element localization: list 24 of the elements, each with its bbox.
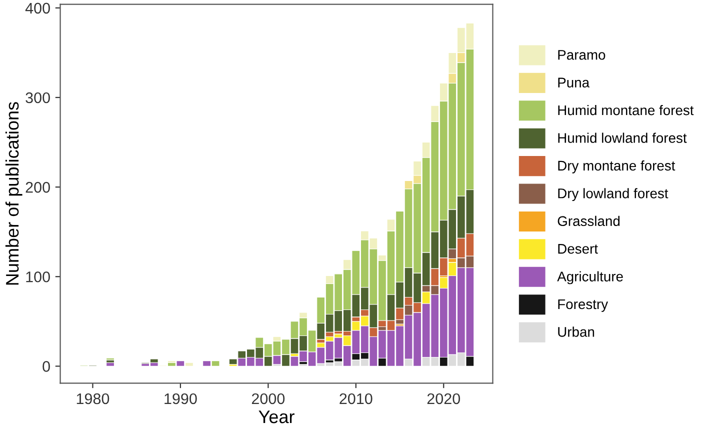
- y-tick-label: 300: [26, 92, 50, 104]
- y-tick-label: 400: [25, 2, 50, 14]
- legend-label: Agriculture: [557, 271, 623, 284]
- legend-label: Humid montane forest: [558, 104, 694, 116]
- legend-label: Dry montane forest: [558, 160, 676, 174]
- legend-label: Paramo: [558, 50, 606, 60]
- legend-label: Forestry: [558, 299, 608, 312]
- legend-label: Humid lowland forest: [558, 132, 687, 143]
- y-tick-label: 100: [26, 271, 50, 282]
- x-axis-title: Year: [258, 410, 294, 424]
- legend-label: Grassland: [558, 216, 620, 226]
- x-tick-label: 1990: [164, 393, 197, 404]
- x-tick-label: 2010: [340, 393, 372, 404]
- x-tick-label: 2000: [252, 393, 285, 404]
- legend-label: Urban: [558, 326, 594, 337]
- x-tick-label: 1980: [76, 393, 110, 404]
- bar: [106, 360, 114, 363]
- x-tick-label: 2020: [427, 393, 460, 404]
- legend-label: Desert: [558, 244, 598, 254]
- y-tick-label: 200: [26, 182, 50, 193]
- legend-label: Dry lowland forest: [558, 188, 668, 202]
- legend-label: Puna: [558, 78, 590, 88]
- y-axis-title: Number of publications: [5, 102, 22, 285]
- y-tick-label: 0: [42, 361, 50, 372]
